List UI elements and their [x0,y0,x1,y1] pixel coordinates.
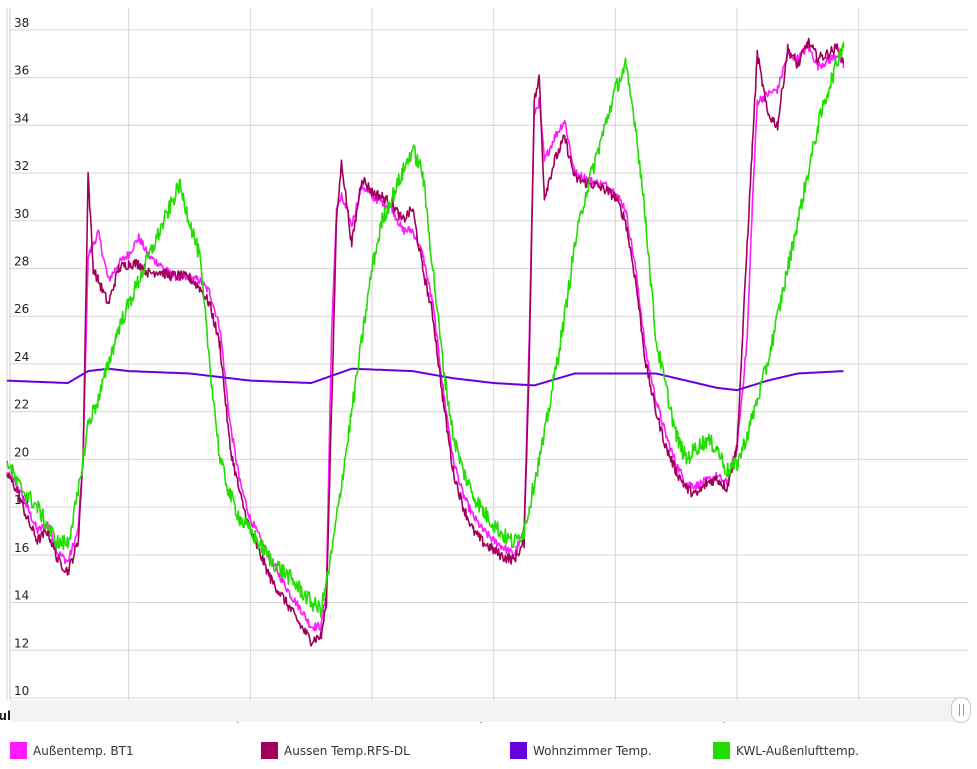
y-tick-label: 30 [14,207,29,221]
legend-item-aussen-temp-rfs-dl[interactable]: Aussen Temp.RFS-DL [261,742,410,759]
y-tick-label: 12 [14,636,29,650]
legend-label: Aussen Temp.RFS-DL [284,743,410,758]
series-lines [6,37,845,647]
navigator-scrollbar-track[interactable] [10,700,958,722]
legend-swatch [713,742,730,759]
grid [6,8,968,700]
y-tick-label: 32 [14,159,29,173]
chart-legend: Außentemp. BT1 Aussen Temp.RFS-DL Wohnzi… [0,738,977,764]
legend-swatch [261,742,278,759]
y-tick-label: 28 [14,254,29,268]
legend-swatch [10,742,27,759]
legend-label: Wohnzimmer Temp. [533,743,652,758]
y-tick-label: 26 [14,302,29,316]
y-tick-label: 36 [14,64,29,78]
grip-line-icon [959,704,960,716]
y-tick-label: 14 [14,589,29,603]
series-line-3 [6,41,845,619]
y-tick-label: 10 [14,684,29,698]
y-tick-label: 20 [14,445,29,459]
legend-swatch [510,742,527,759]
series-line-1 [6,37,845,647]
legend-item-kwl-aussenlufttemp[interactable]: KWL-Außenlufttemp. [713,742,859,759]
navigator-scrollbar-handle[interactable] [951,697,971,723]
series-line-2 [6,367,845,392]
y-tick-label: 24 [14,350,29,364]
legend-item-aussentemp-bt1[interactable]: Außentemp. BT1 [10,742,134,759]
series-line-0 [6,44,845,632]
y-tick-label: 16 [14,541,29,555]
y-tick-label: 38 [14,16,29,30]
y-tick-label: 34 [14,111,29,125]
legend-item-wohnzimmer-temp[interactable]: Wohnzimmer Temp. [510,742,652,759]
y-tick-label: 22 [14,398,29,412]
grip-line-icon [963,704,964,716]
legend-label: Außentemp. BT1 [33,743,134,758]
legend-label: KWL-Außenlufttemp. [736,743,860,758]
